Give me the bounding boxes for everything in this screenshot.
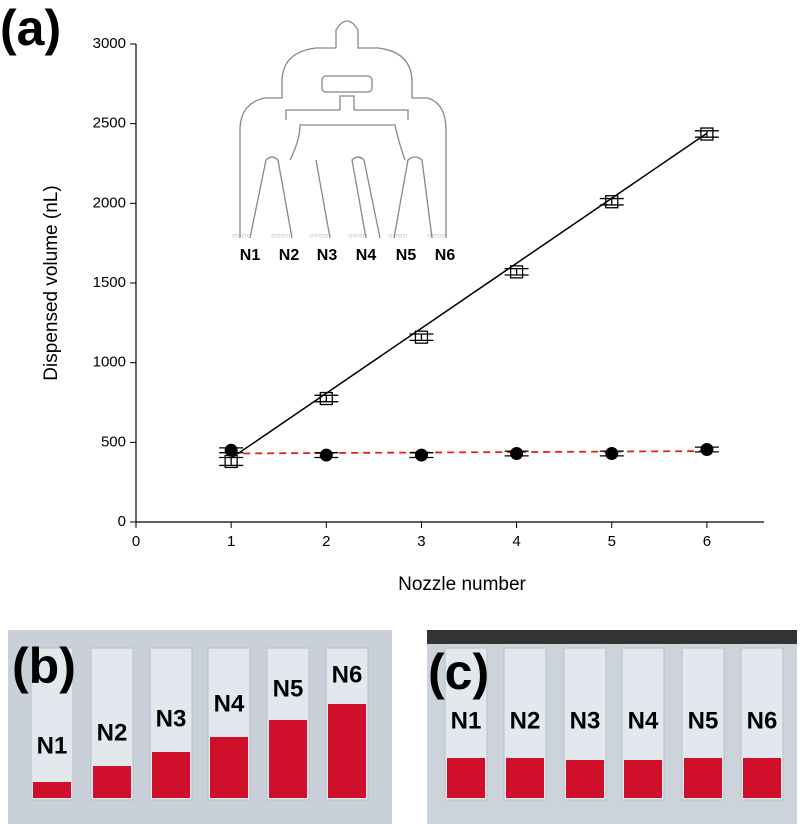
tube-label: N6 — [747, 707, 778, 734]
tube-label: N3 — [570, 707, 601, 734]
x-tick-label: 4 — [512, 533, 520, 550]
y-tick-label: 1000 — [93, 354, 126, 371]
marker — [414, 330, 429, 344]
y-tick-label: 2000 — [93, 194, 126, 211]
marker — [319, 391, 333, 406]
tube-label: N3 — [156, 705, 187, 732]
photo-c — [427, 630, 797, 824]
nozzle-dots: ○○○○ — [427, 231, 446, 240]
marker — [605, 195, 619, 209]
nozzle-dots: ○○○○ — [348, 231, 367, 240]
liquid — [328, 704, 366, 798]
error-bar — [409, 333, 434, 342]
nozzle-dots: ○○○○ — [309, 231, 328, 240]
y-tick-label: 2500 — [93, 115, 126, 132]
tube-label: N2 — [97, 719, 128, 746]
y-axis-title: Dispensed volume (nL) — [41, 185, 62, 380]
tube — [30, 647, 74, 801]
liquid — [152, 752, 190, 798]
panel-label: (b) — [12, 638, 76, 694]
x-tick-label: 1 — [227, 533, 235, 550]
x-tick-label: 2 — [322, 533, 330, 550]
marker — [700, 443, 714, 457]
liquid — [624, 760, 662, 798]
tube-label: N4 — [628, 707, 659, 734]
fit-line — [231, 450, 707, 455]
tube-label: N4 — [214, 690, 245, 717]
tube-label: N1 — [451, 707, 482, 734]
y-tick-label: 1500 — [93, 274, 126, 291]
error-bar — [599, 197, 624, 206]
liquid — [684, 758, 722, 798]
nozzle-label: N4 — [356, 247, 377, 264]
tube-label: N1 — [37, 732, 68, 759]
liquid — [93, 766, 131, 798]
marker — [414, 448, 428, 462]
error-bar — [219, 456, 244, 467]
liquid — [506, 758, 544, 798]
y-tick-label: 500 — [101, 433, 126, 450]
marker — [510, 446, 524, 460]
x-tick-label: 5 — [608, 533, 616, 550]
marker — [319, 448, 333, 462]
x-tick-label: 6 — [703, 533, 711, 550]
marker — [605, 446, 619, 460]
liquid — [210, 737, 248, 798]
tube-label: N6 — [332, 661, 363, 688]
nozzle-label: N3 — [317, 247, 338, 264]
liquid — [743, 758, 781, 798]
nozzle-dots: ○○○○ — [388, 231, 407, 240]
nozzle-label: N5 — [396, 247, 417, 264]
nozzle-label: N6 — [435, 247, 456, 264]
panel-label: (a) — [0, 0, 61, 56]
photo-c-band — [427, 630, 797, 644]
inset-manifold — [239, 20, 447, 239]
tube-label: N5 — [688, 707, 719, 734]
nozzle-label: N2 — [279, 247, 300, 264]
marker — [509, 265, 524, 279]
tube-label: N2 — [510, 707, 541, 734]
marker — [700, 127, 714, 141]
liquid — [269, 720, 307, 798]
liquid — [33, 782, 71, 798]
liquid — [566, 760, 604, 798]
y-tick-label: 0 — [118, 513, 126, 530]
liquid — [447, 758, 485, 798]
x-tick-label: 3 — [417, 533, 425, 550]
y-tick-label: 3000 — [93, 35, 126, 52]
error-bar — [504, 268, 529, 276]
marker — [224, 443, 238, 457]
nozzle-dots: ○○○○ — [232, 231, 251, 240]
tube-label: N5 — [273, 675, 304, 702]
x-tick-label: 0 — [132, 533, 140, 550]
fit-line — [230, 132, 708, 459]
panel-label: (c) — [428, 644, 489, 700]
nozzle-dots: ○○○○ — [271, 231, 290, 240]
error-bar — [314, 394, 339, 403]
error-bar — [694, 130, 719, 138]
nozzle-label: N1 — [240, 247, 261, 264]
x-axis-title: Nozzle number — [398, 574, 526, 595]
